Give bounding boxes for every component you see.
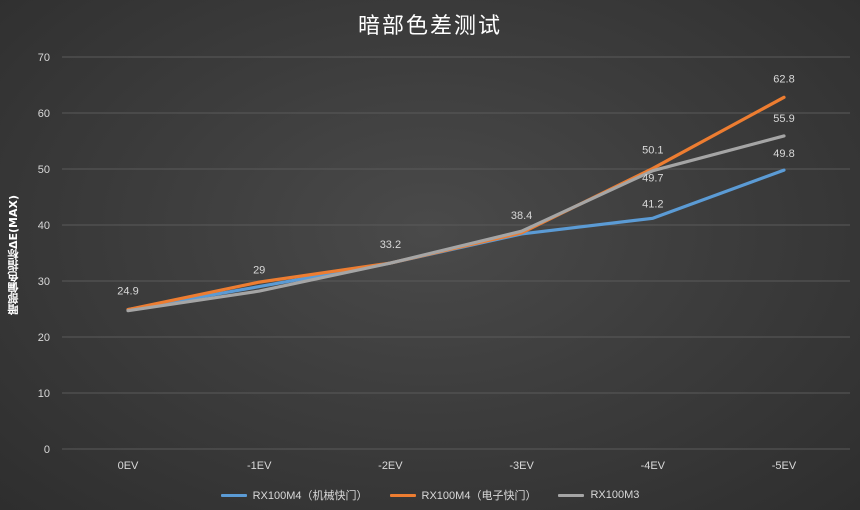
legend-label: RX100M4（机械快门） [252,490,368,502]
legend-item-2: RX100M4（电子快门） [389,487,537,503]
x-tick-label: -4EV [641,460,666,472]
data-label: 55.9 [773,113,794,125]
data-labels: 24.9 29 33.2 38.4 41.2 49.8 50.1 62.8 49.7 55.9 [117,73,794,297]
data-label: 33.2 [380,239,401,251]
legend-swatch [558,493,585,497]
y-tick-label: 40 [38,220,50,232]
legend-swatch [220,493,247,497]
data-label: 29 [253,265,265,277]
data-label: 41.2 [642,198,663,210]
y-tick-label: 30 [38,276,50,288]
data-label: 50.1 [642,144,663,156]
y-axis-ticks: 0 10 20 30 40 50 60 70 [38,52,50,456]
series-line-2 [126,95,786,312]
y-tick-label: 60 [38,108,50,120]
data-label: 49.8 [773,148,794,160]
chart-title: 暗部色差测试 [357,14,502,39]
legend-swatch [389,493,416,497]
y-tick-label: 50 [38,164,50,176]
x-tick-label: 0EV [118,460,139,472]
data-label: 38.4 [511,210,532,222]
legend-item-3: RX100M3 [558,487,639,503]
legend-label: RX100M3 [590,489,640,501]
data-label: 49.7 [642,173,663,185]
gridlines [62,56,850,450]
data-label: 62.8 [773,73,794,85]
y-tick-label: 20 [38,332,50,344]
x-axis-ticks: 0EV -1EV -2EV -3EV -4EV -5EV [118,460,797,472]
y-tick-label: 0 [44,444,50,456]
x-tick-label: -2EV [378,460,403,472]
legend: RX100M4（机械快门） RX100M4（电子快门） RX100M3 [0,487,860,503]
y-tick-label: 10 [38,388,50,400]
legend-item-1: RX100M4（机械快门） [220,487,368,503]
legend-label: RX100M4（电子快门） [421,490,537,502]
x-tick-label: -5EV [772,460,797,472]
series-line-3 [126,134,786,313]
data-label: 24.9 [117,286,138,298]
y-tick-label: 70 [38,52,50,64]
series-lines [126,95,786,313]
x-tick-label: -3EV [509,460,534,472]
x-tick-label: -1EV [247,460,272,472]
